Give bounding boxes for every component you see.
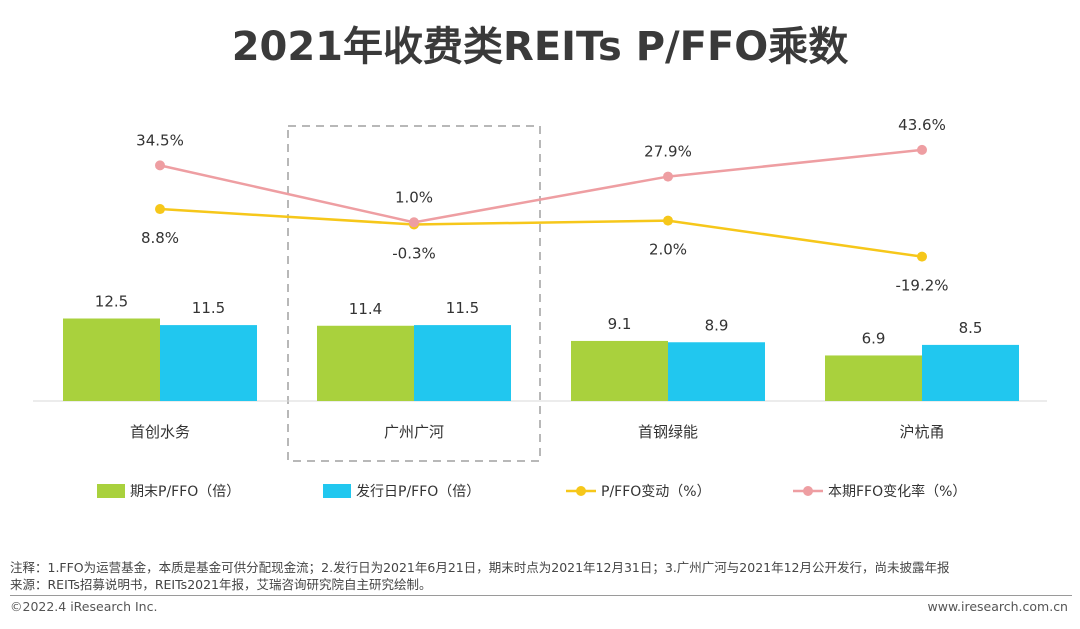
page-title: 2021年收费类REITs P/FFO乘数 [231,24,849,70]
series-line [159,148,923,224]
line-data-label: 1.0% [395,188,433,206]
bar-value-label: 11.5 [446,299,479,317]
series-point [409,217,419,228]
copyright: ©2022.4 iResearch Inc. [10,599,158,614]
bar [571,340,668,401]
series-point [917,144,927,155]
bar-value-label: 11.5 [192,299,225,317]
site-url: www.iresearch.com.cn [927,599,1069,614]
category-label: 沪杭甬 [899,423,944,441]
line-data-label: -0.3% [392,245,436,263]
line-data-label: 2.0% [649,241,687,259]
legend-label: P/FFO变动（%） [601,484,711,500]
footer-divider [10,595,1072,596]
line-data-label: 43.6% [898,116,946,134]
bar [668,342,765,401]
series-point [155,160,165,171]
bar-value-label: 8.5 [959,319,983,337]
bar-value-label: 12.5 [95,293,128,311]
bar [160,325,257,401]
bar-value-label: 9.1 [608,315,632,333]
bar [414,325,511,401]
category-label: 首创水务 [130,423,190,441]
legend-marker [803,486,813,496]
series-line [159,207,923,258]
legend-marker [576,486,586,496]
line-data-label: 27.9% [644,143,692,161]
series-point [917,251,927,262]
bar [317,325,414,401]
bar-value-label: 6.9 [862,329,886,347]
bar [63,318,160,401]
bar-value-label: 8.9 [705,316,729,334]
legend-swatch [323,484,351,498]
legend-label: 期末P/FFO（倍） [130,484,240,500]
footnote-note: 注释：1.FFO为运营基金，本质是基金可供分配现金流；2.发行日为2021年6月… [10,560,950,575]
bar [825,355,922,401]
series-point [155,204,165,215]
line-data-label: 34.5% [136,131,184,149]
highlight-box [287,125,541,462]
category-label: 首钢绿能 [638,423,698,441]
line-data-label: -19.2% [895,277,948,295]
series-point [663,215,673,226]
legend-label: 本期FFO变化率（%） [828,483,966,500]
footnote-source: 来源：REITs招募说明书，REITs2021年报，艾瑞咨询研究院自主研究绘制。 [10,577,432,592]
legend-swatch [97,484,125,498]
bar [922,344,1019,401]
line-data-label: 8.8% [141,229,179,247]
category-label: 广州广河 [384,423,444,441]
bar-value-label: 11.4 [349,300,382,318]
series-point [663,171,673,182]
legend-label: 发行日P/FFO（倍） [356,484,480,500]
